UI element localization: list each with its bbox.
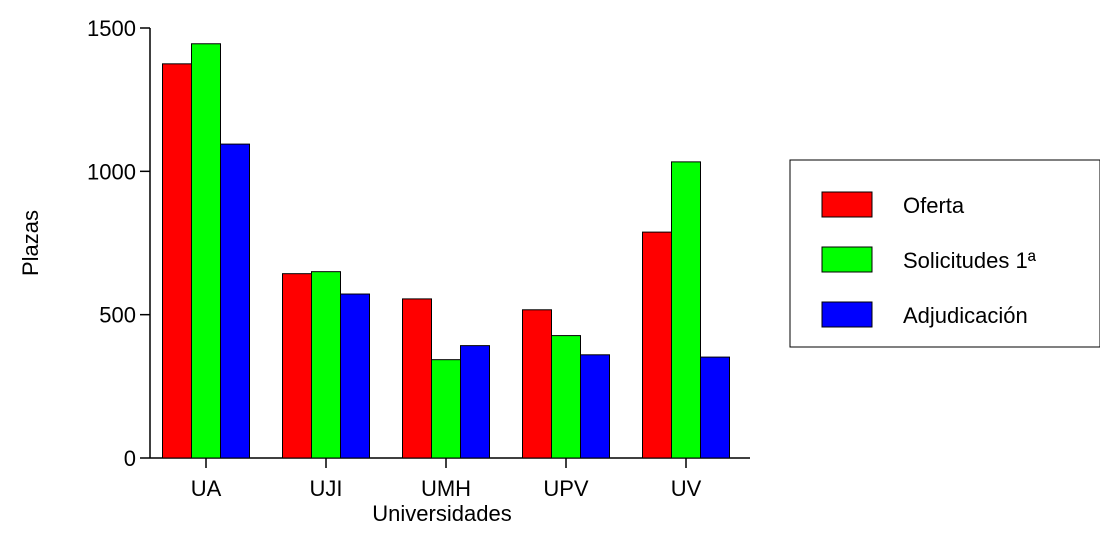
legend-swatch [821, 301, 873, 328]
bar-uji-series-3 [340, 293, 370, 459]
x-tick-label: UMH [421, 476, 471, 501]
bar-uji-series-1 [282, 273, 312, 459]
bar-ua-series-2 [191, 43, 221, 459]
x-ticks: UA UJI UMH UPV UV [191, 458, 702, 501]
legend: Oferta Solicitudes 1ª Adjudicación [789, 159, 1100, 348]
bar-umh-series-1 [402, 298, 432, 459]
legend-items: Oferta Solicitudes 1ª Adjudicación [821, 191, 1037, 328]
bar-ua-series-1 [162, 63, 192, 459]
y-ticks: 0 500 1000 1500 [87, 16, 150, 471]
x-axis-label: Universidades [372, 501, 511, 526]
y-tick-label: 1500 [87, 16, 136, 41]
bar-ua-series-3 [220, 143, 250, 459]
y-tick-label: 0 [124, 446, 136, 471]
x-tick-label: UA [191, 476, 222, 501]
bar-umh-series-3 [460, 345, 490, 459]
bar-upv-series-3 [580, 354, 610, 459]
x-tick-label: UV [671, 476, 702, 501]
y-tick-label: 1000 [87, 159, 136, 184]
x-tick-label: UPV [543, 476, 589, 501]
legend-label: Solicitudes 1ª [903, 248, 1037, 273]
y-tick-label: 500 [99, 303, 136, 328]
legend-label: Adjudicación [903, 303, 1028, 328]
bar-uv-series-2 [671, 161, 701, 459]
x-tick-label: UJI [310, 476, 343, 501]
bar-uv-series-1 [642, 231, 672, 459]
legend-label: Oferta [903, 193, 965, 218]
legend-swatch [821, 191, 873, 218]
bars [162, 43, 730, 459]
bar-upv-series-1 [522, 309, 552, 459]
bar-upv-series-2 [551, 335, 581, 459]
legend-swatch [821, 246, 873, 273]
bar-uji-series-2 [311, 271, 341, 459]
bar-uv-series-3 [700, 356, 730, 459]
y-axis-label: Plazas [18, 210, 43, 276]
bar-umh-series-2 [431, 359, 461, 459]
